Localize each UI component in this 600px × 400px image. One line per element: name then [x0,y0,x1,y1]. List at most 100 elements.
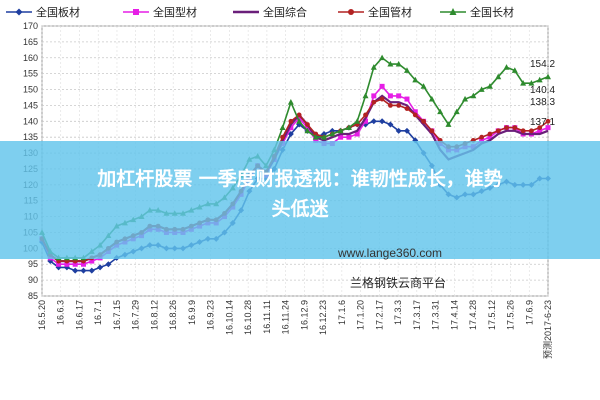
point-s3-29 [280,134,285,140]
point-s4-49 [445,121,452,127]
point-s0-44 [403,127,410,134]
point-s1-6 [89,258,95,264]
point-s3-42 [387,103,393,108]
point-s4-29 [279,124,286,131]
point-s3-44 [404,106,410,111]
point-s4-57 [511,67,518,73]
point-s3-60 [537,125,543,131]
point-s1-33 [313,137,319,143]
point-s1-61 [545,125,551,131]
headline-banner [0,141,600,259]
point-s4-55 [495,73,502,80]
legend-label-1: 全国型材 [153,5,197,19]
point-s4-46 [420,83,427,89]
point-s1-38 [354,131,360,137]
point-s3-39 [363,112,368,118]
x-tick-label-0: 16.5.20 [37,300,47,330]
point-s4-37 [345,124,352,131]
legend-label-2: 全国综合 [263,5,307,19]
x-tick-label-10: 16.10.14 [224,300,234,335]
x-tick-label-19: 17.3.3 [393,300,403,325]
point-s1-42 [387,93,393,99]
point-s4-48 [437,108,444,115]
point-s4-50 [453,108,460,115]
x-tick-label-25: 17.5.26 [506,300,516,330]
x-tick-label-2: 16.6.17 [74,300,84,330]
x-tick-label-16: 17.1.6 [337,300,347,325]
point-s3-47 [429,128,435,134]
y-tick-label-160: 160 [23,53,38,63]
point-s4-59 [528,79,535,86]
point-s1-53 [479,137,485,143]
legend-label-3: 全国管材 [368,5,412,19]
point-s0-6 [88,267,95,274]
x-tick-label-7: 16.8.26 [168,300,178,330]
point-s4-56 [503,64,510,70]
point-s1-44 [404,96,410,102]
point-s0-43 [395,127,402,134]
point-s3-56 [504,125,509,131]
legend-marker-0 [15,8,23,16]
point-s3-32 [305,122,310,127]
point-s1-3 [64,261,70,267]
value-annotation-2: 138.3 [530,97,555,108]
point-s1-4 [72,261,78,267]
point-s4-58 [520,79,527,86]
point-s0-5 [80,267,87,274]
watermark-platform: 兰格钢铁云商平台 [350,276,447,290]
headline[interactable]: 加杠杆股票 一季度财报透视：谁韧性成长，谁势 头低迷 [0,164,600,224]
point-s0-40 [370,118,377,125]
point-s4-40 [370,64,377,70]
point-s3-53 [479,134,485,140]
point-s4-41 [379,54,386,61]
point-s0-30 [287,131,294,137]
point-s1-36 [338,134,344,140]
x-tick-label-18: 17.2.17 [374,300,384,330]
point-s3-40 [371,99,377,105]
x-tick-label-20: 17.3.17 [412,300,422,330]
x-tick-label-14: 16.12.9 [299,300,309,330]
legend-item-3[interactable]: 全国管材 [338,5,412,19]
legend-marker-1 [133,9,139,15]
point-s4-42 [387,60,394,67]
point-s4-39 [362,92,369,99]
point-s4-32 [304,127,311,134]
point-s4-53 [478,86,485,92]
point-s4-36 [337,127,344,134]
x-tick-label-17: 17.1.20 [356,300,366,330]
x-tick-label-4: 16.7.15 [112,300,122,330]
x-tick-label-13: 16.11.24 [281,300,291,334]
x-tick-label-11: 16.10.28 [243,300,253,335]
point-s4-34 [321,133,328,140]
legend-marker-4 [449,8,457,15]
x-tick-label-23: 17.4.28 [468,300,478,330]
x-tick-label-5: 16.7.29 [131,300,141,330]
legend-item-2[interactable]: 全国综合 [233,5,307,19]
headline-line-2: 头低迷 [271,198,329,220]
y-tick-label-170: 170 [23,21,38,31]
point-s0-4 [72,267,79,274]
point-s3-59 [529,128,534,134]
point-s1-40 [371,93,377,99]
legend-item-0[interactable]: 全国板材 [6,5,80,19]
point-s4-52 [470,92,477,99]
value-annotation-3: 137.1 [530,117,555,128]
point-s1-45 [412,109,418,115]
legend-item-1[interactable]: 全国型材 [123,5,197,19]
legend-item-4[interactable]: 全国长材 [440,5,514,19]
point-s0-8 [105,261,112,268]
x-tick-label-1: 16.6.3 [56,300,66,325]
point-s4-38 [354,118,361,124]
point-s4-43 [395,60,402,67]
y-tick-label-150: 150 [23,85,38,95]
point-s0-41 [379,118,386,125]
watermark-website: www.lange360.com [338,246,443,260]
point-s3-61 [545,118,551,124]
y-tick-label-145: 145 [23,100,38,110]
point-s4-47 [428,95,435,102]
point-s0-42 [387,121,394,128]
point-s3-54 [487,131,493,137]
point-s3-46 [421,118,426,124]
point-s1-37 [346,134,352,140]
point-s4-51 [462,95,469,102]
